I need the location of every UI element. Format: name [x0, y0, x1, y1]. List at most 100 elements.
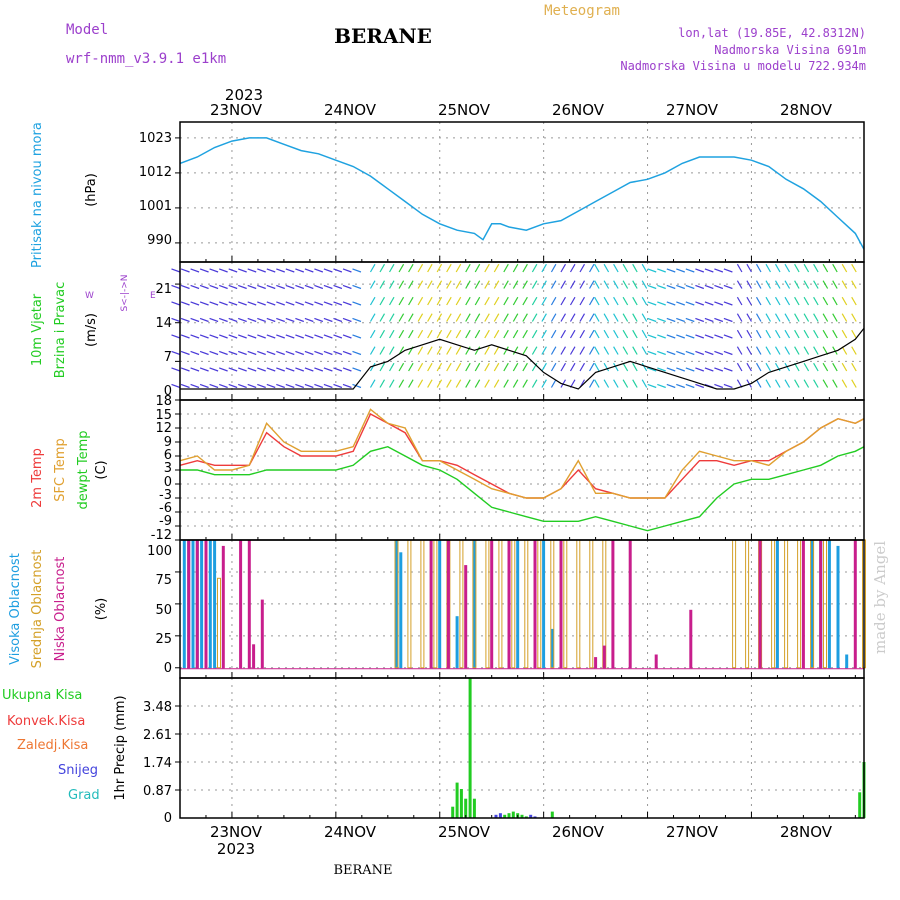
wind-speed-line [180, 327, 865, 390]
wind-barb [841, 362, 848, 372]
wind-barb [465, 296, 471, 306]
wind-barb [666, 350, 676, 356]
wind-barb [484, 296, 490, 306]
wind-barb [676, 301, 685, 306]
wind-label-2: Brzina i Pravac [53, 282, 68, 379]
wind-barb [569, 329, 576, 339]
wind-barb [398, 362, 405, 372]
wind-barb [323, 350, 333, 356]
wind-barb [714, 301, 724, 306]
wind-barb [822, 263, 829, 273]
cloud-bar [213, 539, 217, 669]
wind-barb [493, 346, 500, 355]
wind-barb [379, 263, 386, 273]
cloud-bar [845, 654, 849, 669]
wind-barb [408, 296, 414, 306]
wind-barb [594, 296, 600, 306]
wind-barb [569, 280, 576, 289]
wind-barb [209, 383, 219, 389]
wind-barb [676, 350, 685, 356]
wind-barb [832, 280, 838, 289]
wind-barb [851, 346, 857, 355]
wind-barb [589, 280, 595, 289]
temp-label-3: dewpt Temp [76, 430, 91, 509]
model-name: wrf-nmm_v3.9.1 e1km [66, 51, 226, 67]
wind-barb [342, 383, 352, 389]
wind-barb [465, 329, 471, 339]
wind-barb [832, 379, 838, 388]
wind-barb [218, 334, 228, 339]
precip-bar [451, 806, 455, 818]
wind-barb [484, 263, 490, 273]
wind-barb [455, 346, 462, 355]
wind-barb [276, 334, 285, 339]
wind-barb [465, 280, 471, 289]
wind-barb [304, 268, 314, 273]
precip-bar [533, 816, 537, 818]
wind-barb [314, 383, 324, 389]
cloud-bar [611, 539, 615, 669]
bottom-day-label: 28NOV [780, 823, 833, 841]
wind-barb [765, 362, 772, 372]
wind-barb [484, 329, 490, 339]
wind-barb [512, 346, 519, 355]
cloud-bar [433, 539, 438, 669]
precip-bar [494, 814, 498, 818]
cloud-bar [195, 539, 199, 669]
precip-bar [524, 816, 528, 818]
wind-barb [647, 383, 657, 389]
marks-layer [171, 137, 866, 818]
wind-barb [493, 313, 500, 322]
wind-barb [503, 263, 509, 273]
wind-barb [765, 263, 772, 273]
wind-barb [723, 284, 733, 290]
wind-barb [218, 317, 228, 323]
wind-barb [541, 296, 547, 306]
wind-barb [723, 317, 733, 323]
cloud-bar [182, 539, 186, 669]
wind-barb [379, 346, 386, 355]
precip-tick-label: 0.87 [143, 784, 172, 799]
wind-barb [522, 329, 528, 339]
wind-barb [190, 367, 200, 372]
cloud-bar [200, 539, 204, 669]
wind-barb [589, 296, 595, 306]
wind-barb [512, 296, 519, 306]
wind-barb [647, 284, 657, 290]
wind-barb [237, 334, 247, 339]
wind-barb [484, 313, 490, 322]
wind-barb [257, 301, 266, 306]
legend-precip-total: Ukupna Kisa [2, 688, 82, 703]
cloud-bar [550, 628, 554, 669]
wind-barb [813, 263, 819, 273]
top-day-label: 27NOV [666, 101, 719, 119]
wind-barb [190, 334, 200, 339]
wind-barb [579, 329, 586, 339]
precip-tick-label: 0 [164, 811, 172, 826]
wind-barb [389, 379, 395, 388]
wind-barb [794, 346, 800, 355]
cloud-bar [247, 539, 251, 669]
bottom-day-label: 23NOV [210, 823, 263, 841]
wind-barb [209, 301, 219, 306]
wind-barb [209, 334, 219, 339]
wind-barb [389, 313, 395, 322]
wind-barb [755, 313, 762, 322]
wind-barb [398, 329, 405, 339]
wind-barb [304, 350, 314, 356]
precip-bar [472, 798, 476, 818]
wind-barb [613, 313, 619, 322]
wind-tick-label: 21 [155, 282, 172, 297]
wind-barb [746, 280, 752, 289]
wind-barb [171, 268, 181, 273]
wind-barb [794, 329, 800, 339]
wind-barb [613, 346, 619, 355]
precip-tick-label: 1.74 [143, 756, 172, 771]
wind-barb [803, 280, 810, 289]
wind-barb [333, 284, 343, 290]
wind-barb [484, 280, 490, 289]
wind-barb [247, 317, 257, 323]
wind-barb [832, 263, 838, 273]
wind-barb [352, 383, 362, 389]
wind-barb [333, 383, 343, 389]
